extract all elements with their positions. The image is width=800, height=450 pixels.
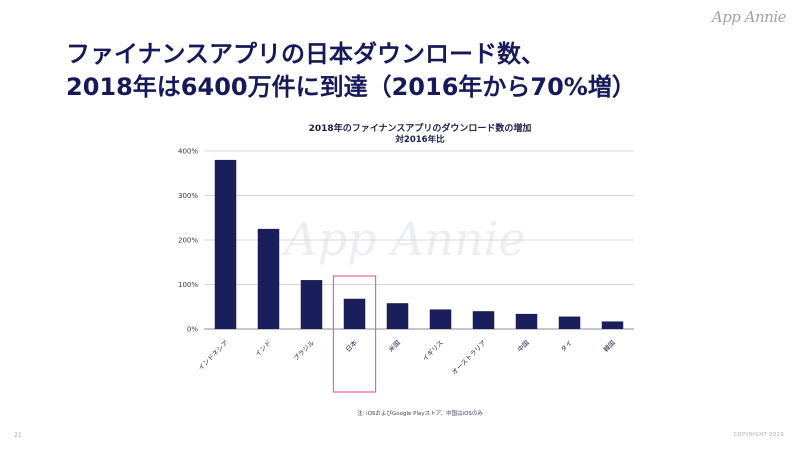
x-tick-label: イギリス bbox=[421, 339, 445, 363]
bar bbox=[515, 313, 538, 329]
highlight-frame bbox=[332, 275, 377, 393]
y-tick-label: 200% bbox=[178, 237, 198, 245]
bar bbox=[601, 321, 624, 329]
bar bbox=[386, 303, 409, 329]
chart-subtitle: 対2016年比 bbox=[395, 135, 445, 145]
bar bbox=[429, 309, 452, 329]
slide-title-line-2: 2018年は6400万件に到達（2016年から70%増） bbox=[66, 73, 636, 101]
bar bbox=[257, 228, 280, 329]
x-tick-label: ブラジル bbox=[291, 338, 316, 363]
x-tick-label: オーストラリア bbox=[450, 338, 488, 376]
bar bbox=[472, 311, 495, 329]
slide-title: ファイナンスアプリの日本ダウンロード数、 2018年は6400万件に到達（201… bbox=[66, 38, 766, 104]
y-tick-label: 100% bbox=[178, 281, 198, 289]
slide-title-line-1: ファイナンスアプリの日本ダウンロード数、 bbox=[66, 40, 546, 68]
page-number: 21 bbox=[14, 432, 22, 439]
footnote: 注: iOSおよびGoogle Playストア、中国はiOSのみ bbox=[357, 411, 483, 417]
x-axis-labels: インドネシア インド ブラジル 日本 米国 イギリス オーストラリア 中国 タイ 韓国 bbox=[197, 338, 617, 377]
highlight-box bbox=[332, 275, 377, 393]
bar bbox=[343, 298, 366, 329]
bar bbox=[558, 316, 581, 329]
x-tick-label: インドネシア bbox=[197, 338, 231, 372]
chart-title: 2018年のファイナンスアプリのダウンロード数の増加 bbox=[308, 124, 532, 134]
y-tick-label: 400% bbox=[178, 148, 198, 156]
x-tick-label: 米国 bbox=[386, 338, 402, 354]
copyright: COPYRIGHT 2019 bbox=[733, 432, 784, 438]
app-annie-logo: App Annie bbox=[711, 8, 787, 26]
y-axis-ticks: 0% 100% 200% 300% 400% bbox=[178, 148, 198, 334]
bar bbox=[214, 159, 237, 329]
bar bbox=[300, 280, 323, 329]
y-tick-label: 0% bbox=[187, 326, 198, 334]
bars bbox=[214, 159, 624, 329]
x-tick-label: 中国 bbox=[515, 338, 531, 354]
x-tick-label: 韓国 bbox=[601, 338, 617, 354]
x-tick-label: タイ bbox=[558, 338, 574, 354]
x-tick-label: インド bbox=[253, 339, 272, 358]
chart-watermark: App Annie bbox=[280, 212, 525, 266]
y-tick-label: 300% bbox=[178, 192, 198, 200]
x-tick-label: 日本 bbox=[343, 338, 359, 354]
